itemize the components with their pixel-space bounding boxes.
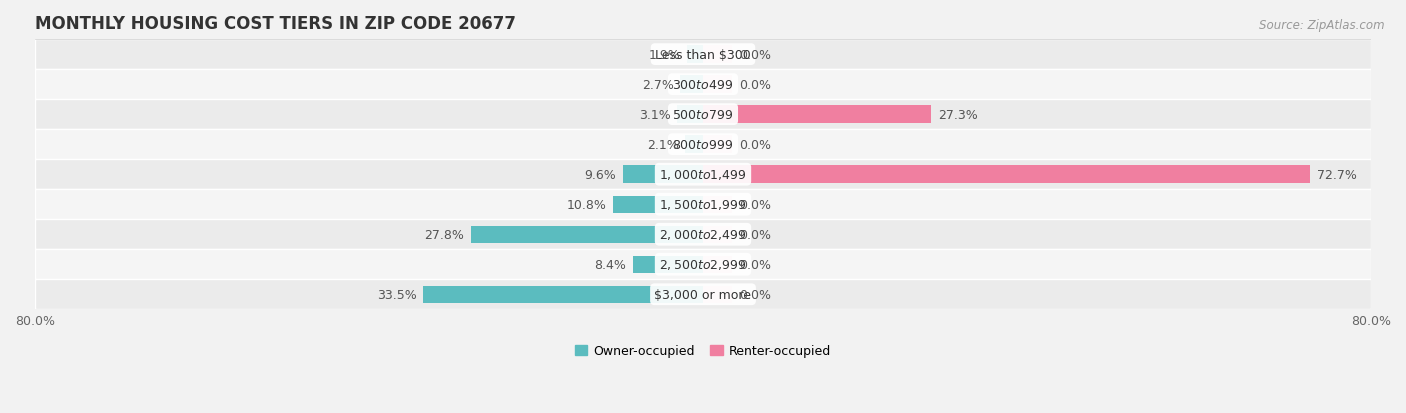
Bar	[423, 286, 703, 303]
Bar	[703, 76, 733, 94]
Bar	[471, 226, 703, 243]
Bar	[35, 70, 1371, 100]
Text: 0.0%: 0.0%	[740, 198, 770, 211]
Bar	[703, 136, 733, 154]
Bar	[35, 40, 1371, 70]
Text: $500 to $799: $500 to $799	[672, 108, 734, 121]
Bar	[686, 136, 703, 154]
Text: 8.4%: 8.4%	[595, 258, 626, 271]
Bar	[681, 76, 703, 94]
Text: 2.7%: 2.7%	[643, 78, 673, 91]
Bar	[703, 166, 1310, 183]
Text: $2,000 to $2,499: $2,000 to $2,499	[659, 228, 747, 242]
Bar	[35, 100, 1371, 130]
Bar	[623, 166, 703, 183]
Text: 0.0%: 0.0%	[740, 78, 770, 91]
Text: 3.1%: 3.1%	[638, 108, 671, 121]
Text: 72.7%: 72.7%	[1317, 168, 1357, 181]
Bar	[703, 196, 733, 214]
Text: 27.8%: 27.8%	[425, 228, 464, 241]
Bar	[703, 46, 733, 64]
Text: 9.6%: 9.6%	[585, 168, 616, 181]
Bar	[703, 256, 733, 273]
Text: 0.0%: 0.0%	[740, 48, 770, 62]
Bar	[688, 46, 703, 64]
Bar	[35, 190, 1371, 220]
Legend: Owner-occupied, Renter-occupied: Owner-occupied, Renter-occupied	[569, 339, 837, 363]
Bar	[35, 249, 1371, 280]
Text: 0.0%: 0.0%	[740, 138, 770, 151]
Bar	[703, 286, 733, 303]
Bar	[35, 160, 1371, 190]
Text: $800 to $999: $800 to $999	[672, 138, 734, 151]
Text: 27.3%: 27.3%	[938, 108, 977, 121]
Bar	[633, 256, 703, 273]
Text: $1,000 to $1,499: $1,000 to $1,499	[659, 168, 747, 182]
Text: 0.0%: 0.0%	[740, 258, 770, 271]
Text: 0.0%: 0.0%	[740, 288, 770, 301]
Text: $1,500 to $1,999: $1,500 to $1,999	[659, 198, 747, 212]
Text: $2,500 to $2,999: $2,500 to $2,999	[659, 258, 747, 272]
Text: 0.0%: 0.0%	[740, 228, 770, 241]
Bar	[678, 106, 703, 123]
Text: Less than $300: Less than $300	[655, 48, 751, 62]
Text: 33.5%: 33.5%	[377, 288, 416, 301]
Text: 10.8%: 10.8%	[567, 198, 606, 211]
Text: 2.1%: 2.1%	[647, 138, 679, 151]
Bar	[35, 280, 1371, 309]
Text: MONTHLY HOUSING COST TIERS IN ZIP CODE 20677: MONTHLY HOUSING COST TIERS IN ZIP CODE 2…	[35, 15, 516, 33]
Bar	[613, 196, 703, 214]
Bar	[703, 106, 931, 123]
Text: Source: ZipAtlas.com: Source: ZipAtlas.com	[1260, 19, 1385, 31]
Bar	[35, 130, 1371, 160]
Bar	[703, 226, 733, 243]
Text: $300 to $499: $300 to $499	[672, 78, 734, 91]
Bar	[35, 220, 1371, 249]
Text: 1.9%: 1.9%	[648, 48, 681, 62]
Text: $3,000 or more: $3,000 or more	[655, 288, 751, 301]
